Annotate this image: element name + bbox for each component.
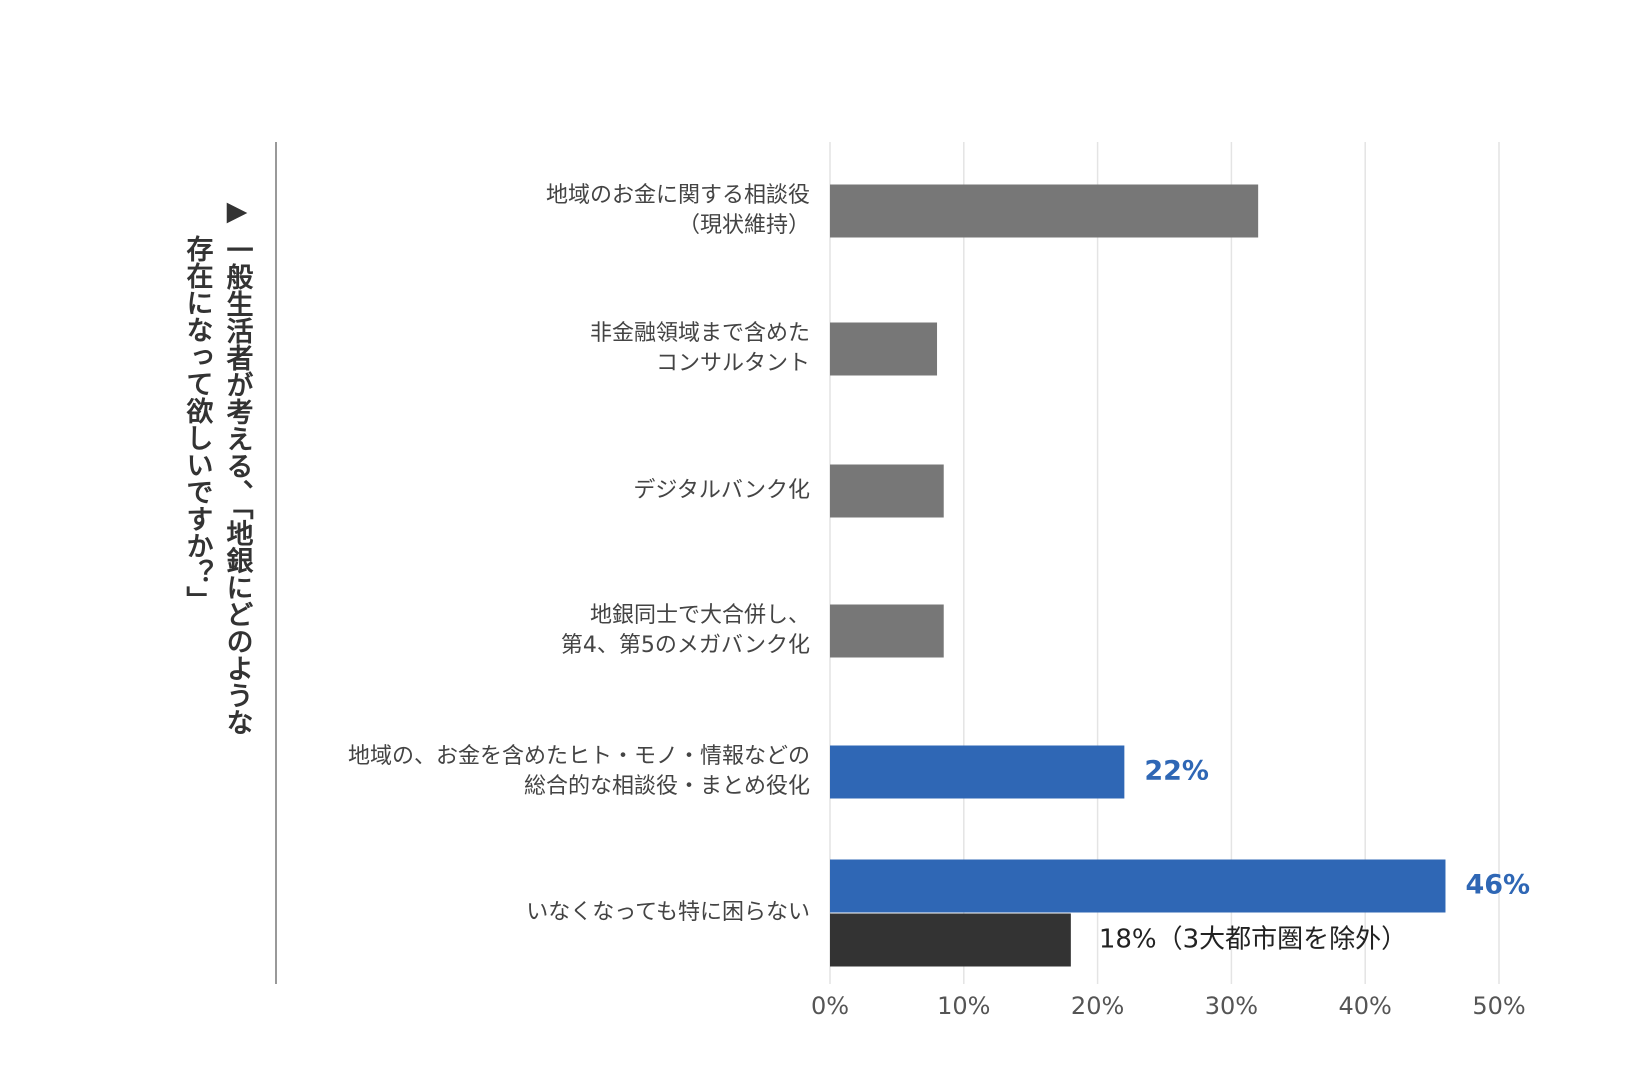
chart-title: 存在になって欲しいですか？」 — [182, 235, 215, 613]
data-label: 46% — [1465, 870, 1530, 901]
x-tick-label: 0% — [811, 992, 849, 1020]
bar — [830, 604, 944, 658]
x-tick-label: 40% — [1339, 992, 1392, 1020]
y-tick-label: コンサルタント — [656, 351, 810, 376]
x-tick-label: 10% — [937, 992, 990, 1020]
x-tick-label: 50% — [1472, 992, 1525, 1020]
bar — [830, 184, 1259, 238]
bar — [830, 913, 1071, 967]
bar — [830, 322, 938, 376]
x-tick-label: 30% — [1205, 992, 1258, 1020]
bar — [830, 464, 944, 518]
x-tick-label: 20% — [1071, 992, 1124, 1020]
y-tick-label: 地域のお金に関する相談役 — [546, 183, 810, 208]
y-tick-label: （現状維持） — [678, 213, 810, 238]
y-tick-label: 地銀同士で大合併し、 — [590, 603, 810, 628]
y-tick-label: 地域の、お金を含めたヒト・モノ・情報などの — [348, 744, 810, 769]
y-tick-label: 第4、第5のメガバンク化 — [561, 633, 810, 658]
y-tick-label: 非金融領域まで含めた — [590, 321, 810, 346]
bar — [830, 745, 1125, 799]
bar — [830, 859, 1446, 913]
data-label: 22% — [1144, 756, 1209, 787]
data-label: 18%（3大都市圏を除外） — [1099, 925, 1407, 955]
y-tick-label: 総合的な相談役・まとめ役化 — [524, 774, 810, 799]
chart-title: ▶ 一般生活者が考える、「地銀にどのような — [222, 196, 254, 736]
y-tick-label: いなくなっても特に困らない — [526, 900, 810, 925]
y-tick-label: デジタルバンク化 — [633, 478, 810, 503]
